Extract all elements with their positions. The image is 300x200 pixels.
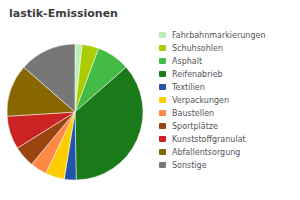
svg-text:Textilien: Textilien xyxy=(171,83,205,92)
svg-text:Sonstige: Sonstige xyxy=(172,161,207,170)
svg-text:Abfallentsorgung: Abfallentsorgung xyxy=(172,148,240,157)
svg-text:Schuhsohlen: Schuhsohlen xyxy=(172,44,223,53)
svg-text:Fahrbahnmarkierungen: Fahrbahnmarkierungen xyxy=(172,31,266,40)
svg-text:Kunststoffgranulat: Kunststoffgranulat xyxy=(172,135,246,144)
svg-text:Reifenabrieb: Reifenabrieb xyxy=(172,70,223,79)
svg-text:Asphalt: Asphalt xyxy=(172,57,202,66)
svg-text:lastik-Emissionen: lastik-Emissionen xyxy=(9,7,118,20)
svg-text:Sportplätze: Sportplätze xyxy=(172,122,218,131)
svg-text:Baustellen: Baustellen xyxy=(172,109,214,118)
svg-text:Verpackungen: Verpackungen xyxy=(172,96,229,105)
